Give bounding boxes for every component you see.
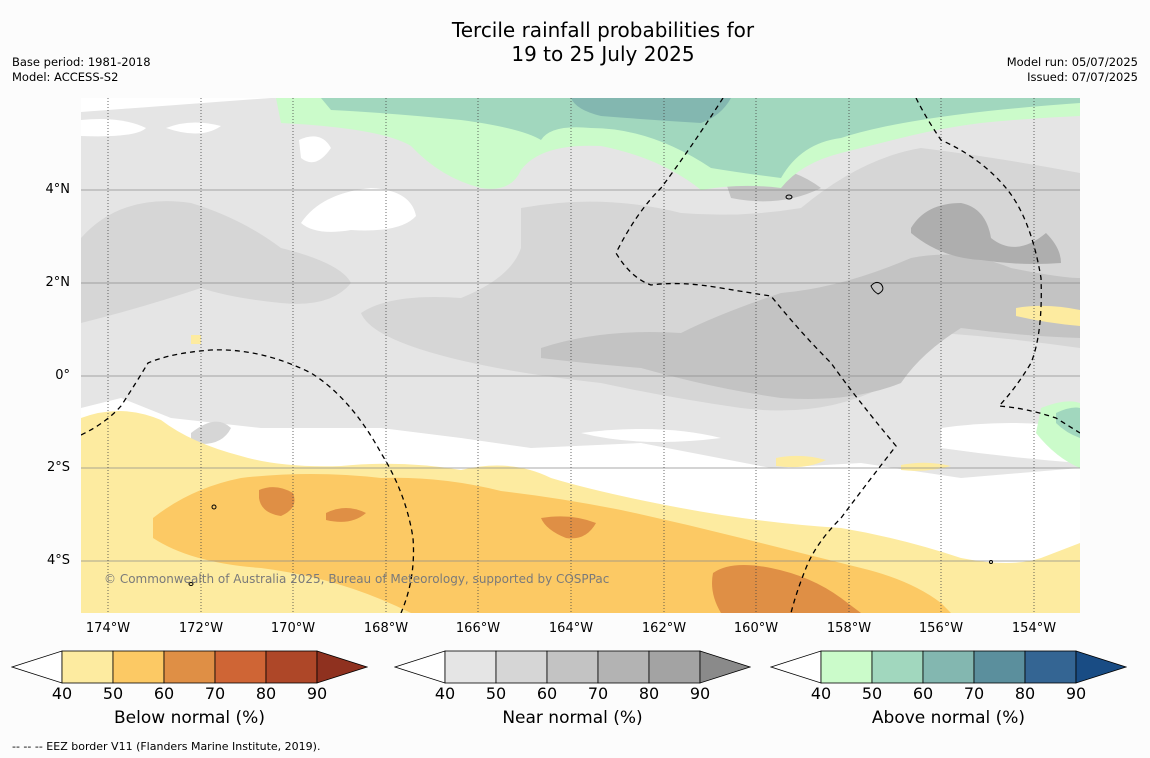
- colorbar-tick-label: 60: [153, 684, 175, 703]
- eez-borders: [81, 98, 1080, 613]
- title-line-2: 19 to 25 July 2025: [511, 42, 695, 66]
- colorbar-tick-label: 70: [204, 684, 226, 703]
- islands: [188, 194, 993, 586]
- model-run-date: Model run: 05/07/2025: [1006, 55, 1138, 69]
- colorbar-tick-label: 80: [255, 684, 277, 703]
- lon-label: 154°W: [1011, 621, 1057, 636]
- colorbar-tick-label: 60: [536, 684, 558, 703]
- white-patch: [581, 429, 721, 442]
- above-normal-50-region: [1056, 407, 1080, 438]
- colorbar-segment: [495, 650, 548, 684]
- lon-label: 160°W: [733, 621, 779, 636]
- colorbar-tick-label: 90: [689, 684, 711, 703]
- below-normal-60-region: [712, 564, 861, 613]
- below-normal-60-region: [326, 508, 366, 522]
- colorbar-tick-label: 40: [434, 684, 456, 703]
- below-normal-60-region: [541, 516, 596, 539]
- colorbar-segment: [1024, 650, 1077, 684]
- white-patch: [166, 122, 221, 134]
- near-normal-70-region: [911, 203, 1061, 264]
- lon-label: 166°W: [455, 621, 501, 636]
- base-period: Base period: 1981-2018: [12, 55, 151, 69]
- model-info: Base period: 1981-2018 Model: ACCESS-S2: [12, 55, 151, 85]
- map-title: Tercile rainfall probabilities for 19 to…: [0, 18, 1150, 66]
- white-patch: [301, 188, 416, 232]
- colorbar-segment: [871, 650, 924, 684]
- lat-label: 2°N: [45, 275, 71, 290]
- colorbar-0: [11, 650, 368, 684]
- lon-label: 156°W: [918, 621, 964, 636]
- colorbar-under-extension: [770, 650, 822, 684]
- colorbar-over-extension: [316, 650, 368, 684]
- title-line-1: Tercile rainfall probabilities for: [451, 18, 755, 42]
- colorbar-segment: [214, 650, 267, 684]
- above-normal-60-region: [571, 98, 731, 123]
- near-normal-50-region: [191, 421, 231, 444]
- issued-date: Issued: 07/07/2025: [1027, 70, 1138, 84]
- colorbar-tick-label: 80: [638, 684, 660, 703]
- lat-label: 4°N: [45, 182, 71, 197]
- colorbar-tick-label: 90: [306, 684, 328, 703]
- map-canvas: [81, 98, 1080, 613]
- model-name: Model: ACCESS-S2: [12, 70, 119, 84]
- colorbar-tick-label: 40: [810, 684, 832, 703]
- near-normal-60-region: [541, 254, 1080, 399]
- white-patch: [81, 119, 146, 137]
- run-info: Model run: 05/07/2025 Issued: 07/07/2025: [1007, 55, 1138, 85]
- lon-label: 162°W: [641, 621, 687, 636]
- below-normal-40-region: [191, 335, 201, 344]
- lon-label: 170°W: [270, 621, 316, 636]
- eez-footnote: -- -- -- EEZ border V11 (Flanders Marine…: [12, 740, 321, 753]
- colorbar-under-extension: [394, 650, 446, 684]
- colorbar-segment: [444, 650, 497, 684]
- lon-label: 164°W: [548, 621, 594, 636]
- colorbar-title: Above normal (%): [871, 708, 1026, 728]
- colorbar-segment: [820, 650, 873, 684]
- near-normal-50-region: [81, 201, 351, 323]
- lon-label: 168°W: [363, 621, 409, 636]
- below-normal-40-region: [901, 462, 951, 471]
- longitude-gridlines: [107, 98, 1035, 613]
- colorbar-2: [770, 650, 1127, 684]
- copyright-notice: © Commonwealth of Australia 2025, Bureau…: [104, 572, 610, 586]
- colorbar-segment: [61, 650, 114, 684]
- colorbar-tick-label: 50: [485, 684, 507, 703]
- colorbar-title: Below normal (%): [114, 708, 265, 728]
- colorbar-segment: [973, 650, 1026, 684]
- colorbar-over-extension: [699, 650, 751, 684]
- colorbar-tick-label: 50: [102, 684, 124, 703]
- colorbar-under-extension: [11, 650, 63, 684]
- colorbar-segment: [597, 650, 650, 684]
- colorbar-tick-label: 80: [1014, 684, 1036, 703]
- lon-label: 174°W: [85, 621, 131, 636]
- colorbar-1: [394, 650, 751, 684]
- colorbar-tick-label: 50: [861, 684, 883, 703]
- colorbar-segment: [265, 650, 318, 684]
- latitude-gridlines: [81, 189, 1080, 562]
- colorbar-tick-label: 60: [912, 684, 934, 703]
- colorbar-tick-label: 40: [51, 684, 73, 703]
- colorbar-segment: [163, 650, 216, 684]
- probability-map: [81, 98, 1080, 613]
- colorbar-segment: [546, 650, 599, 684]
- colorbar-segment: [648, 650, 701, 684]
- colorbar-tick-label: 90: [1065, 684, 1087, 703]
- lat-label: 0°: [55, 368, 70, 383]
- colorbar-title: Near normal (%): [502, 708, 643, 728]
- above-normal-50-region: [321, 98, 1080, 178]
- below-normal-60-region: [259, 487, 295, 516]
- lat-label: 2°S: [46, 460, 70, 475]
- colorbar-segment: [112, 650, 165, 684]
- colorbar-tick-label: 70: [963, 684, 985, 703]
- colorbar-tick-label: 70: [587, 684, 609, 703]
- below-normal-40-region: [1016, 305, 1080, 326]
- colorbar-segment: [922, 650, 975, 684]
- below-normal-40-region: [776, 455, 826, 468]
- lon-label: 172°W: [178, 621, 224, 636]
- colorbar-over-extension: [1075, 650, 1127, 684]
- lat-label: 4°S: [46, 553, 70, 568]
- white-patch: [299, 136, 331, 163]
- lon-label: 158°W: [826, 621, 872, 636]
